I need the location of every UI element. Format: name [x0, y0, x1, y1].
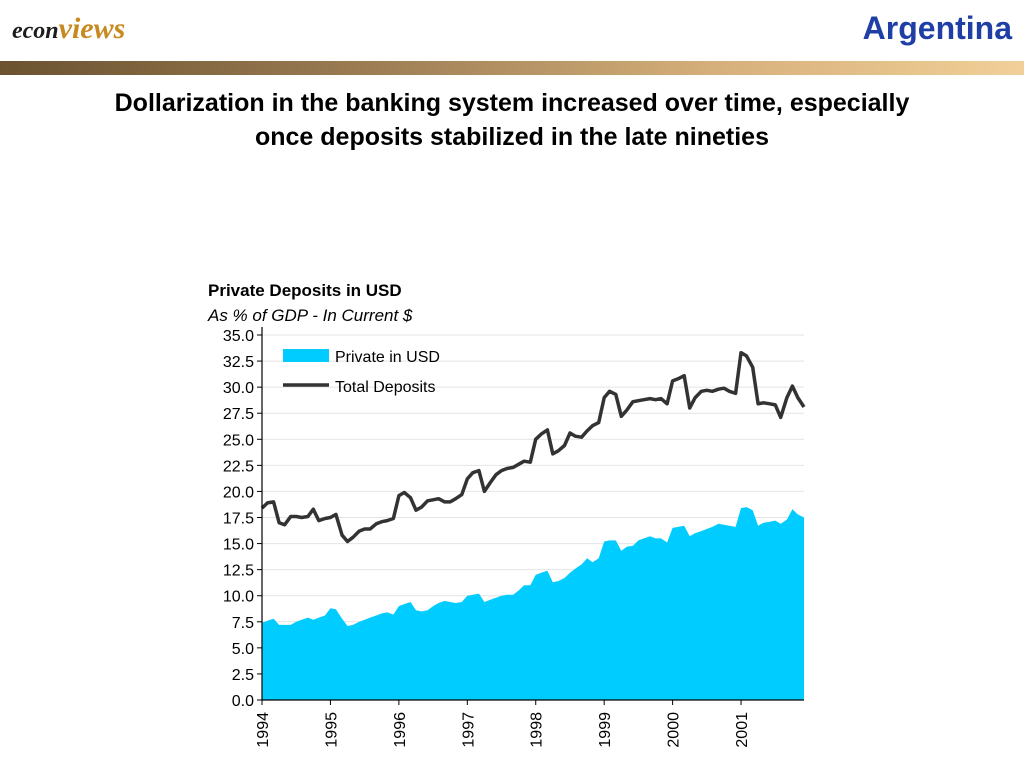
- y-tick-label: 0.0: [232, 693, 254, 710]
- y-tick-label: 15.0: [223, 537, 254, 554]
- y-tick-label: 22.5: [223, 458, 254, 475]
- x-tick-label: 2000: [666, 712, 683, 748]
- y-tick-label: 20.0: [223, 484, 254, 501]
- y-tick-label: 30.0: [223, 380, 254, 397]
- chart-legend: Private in USD Total Deposits: [283, 349, 440, 396]
- y-tick-label: 32.5: [223, 354, 254, 371]
- y-tick-label: 27.5: [223, 406, 254, 423]
- legend-label-total-deposits: Total Deposits: [335, 379, 436, 396]
- legend-label-private-in-usd: Private in USD: [335, 349, 440, 366]
- headline-line-1: Dollarization in the banking system incr…: [114, 89, 910, 117]
- x-tick-label: 1997: [460, 712, 477, 748]
- series-private-in-usd-area: [262, 507, 804, 700]
- y-tick-label: 2.5: [232, 667, 254, 684]
- x-tick-label: 1994: [255, 712, 272, 748]
- y-tick-label: 12.5: [223, 563, 254, 580]
- chart-title: Private Deposits in USD: [208, 281, 402, 300]
- x-tick-label: 1996: [392, 712, 409, 748]
- x-tick-label: 1998: [529, 712, 546, 748]
- y-tick-label: 10.0: [223, 589, 254, 606]
- chart-subtitle: As % of GDP - In Current $: [208, 306, 413, 325]
- y-tick-label: 25.0: [223, 432, 254, 449]
- y-tick-label: 5.0: [232, 641, 254, 658]
- header-divider-bar: [0, 61, 1024, 75]
- x-tick-label: 1995: [323, 712, 340, 748]
- headline-line-2: once deposits stabilized in the late nin…: [254, 123, 769, 151]
- brand-econ: econ: [12, 18, 59, 44]
- y-tick-label: 35.0: [223, 328, 254, 345]
- country-title: Argentina: [862, 10, 1012, 46]
- x-tick-label: 1999: [597, 712, 614, 748]
- y-tick-label: 7.5: [232, 615, 254, 632]
- legend-swatch-private-in-usd: [283, 349, 329, 362]
- brand-views: views: [58, 12, 126, 45]
- series-total-deposits-line: [260, 350, 806, 544]
- slide-headline: Dollarization in the banking system incr…: [20, 86, 1004, 154]
- x-tick-label: 2001: [734, 712, 751, 748]
- y-tick-label: 17.5: [223, 511, 254, 528]
- econviews-logo: econviews: [12, 14, 125, 44]
